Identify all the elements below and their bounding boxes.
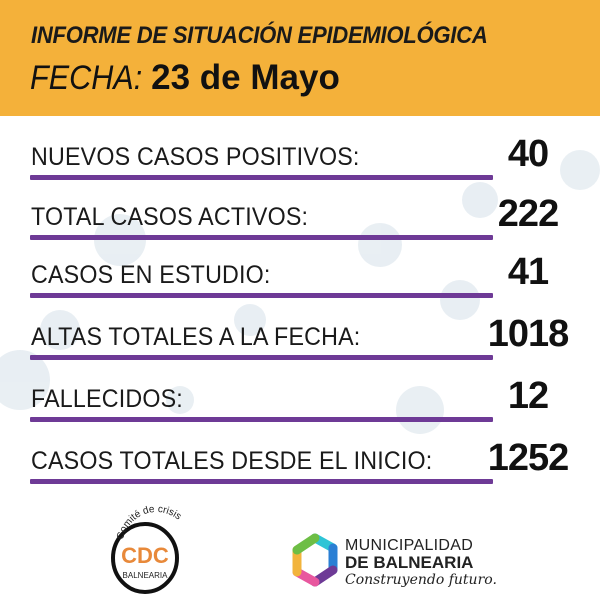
date-value: 23 de Mayo bbox=[151, 58, 340, 97]
stat-row-deaths: FALLECIDOS: 12 bbox=[0, 364, 600, 424]
underline bbox=[30, 235, 493, 240]
underline bbox=[30, 355, 493, 360]
stat-label: FALLECIDOS: bbox=[31, 385, 183, 413]
stat-label: CASOS TOTALES DESDE EL INICIO: bbox=[31, 447, 433, 475]
underline bbox=[30, 293, 493, 298]
municipality-hexagon-logo bbox=[292, 533, 338, 587]
stat-value: 40 bbox=[507, 133, 549, 175]
stat-label: TOTAL CASOS ACTIVOS: bbox=[31, 203, 309, 231]
municipality-slogan: Construyendo futuro. bbox=[345, 572, 497, 588]
cdc-logo: Comité de crisis CDC BALNEARIA bbox=[111, 504, 183, 594]
date-label: FECHA: bbox=[30, 59, 143, 97]
footer-logos: Comité de crisis CDC BALNEARIA MUNICIPAL… bbox=[0, 490, 600, 600]
stat-row-active-cases: TOTAL CASOS ACTIVOS: 222 bbox=[0, 182, 600, 242]
stat-value: 1252 bbox=[487, 437, 570, 479]
cdc-acronym: CDC bbox=[121, 543, 169, 568]
stat-label: NUEVOS CASOS POSITIVOS: bbox=[31, 143, 360, 171]
stat-value: 41 bbox=[507, 251, 549, 293]
stat-label: CASOS EN ESTUDIO: bbox=[31, 261, 271, 289]
stat-row-total-cases: CASOS TOTALES DESDE EL INICIO: 1252 bbox=[0, 426, 600, 486]
stat-label: ALTAS TOTALES A LA FECHA: bbox=[31, 323, 361, 351]
municipality-line1: MUNICIPALIDAD bbox=[345, 537, 474, 554]
stat-value: 222 bbox=[497, 193, 559, 235]
cdc-name: BALNEARIA bbox=[123, 571, 169, 580]
municipality-name: MUNICIPALIDAD DE BALNEARIA Construyendo … bbox=[345, 537, 497, 588]
stat-value: 1018 bbox=[487, 313, 570, 355]
header-banner: INFORME DE SITUACIÓN EPIDEMIOLÓGICA FECH… bbox=[0, 0, 600, 116]
report-title: INFORME DE SITUACIÓN EPIDEMIOLÓGICA bbox=[31, 22, 488, 49]
report-date: FECHA: 23 de Mayo bbox=[30, 58, 340, 98]
stat-value: 12 bbox=[507, 375, 549, 417]
stat-row-recovered: ALTAS TOTALES A LA FECHA: 1018 bbox=[0, 302, 600, 362]
underline bbox=[30, 479, 493, 484]
underline bbox=[30, 417, 493, 422]
stat-row-new-cases: NUEVOS CASOS POSITIVOS: 40 bbox=[0, 122, 600, 182]
underline bbox=[30, 175, 493, 180]
stat-row-under-study: CASOS EN ESTUDIO: 41 bbox=[0, 240, 600, 300]
municipality-line2: DE BALNEARIA bbox=[345, 553, 474, 572]
